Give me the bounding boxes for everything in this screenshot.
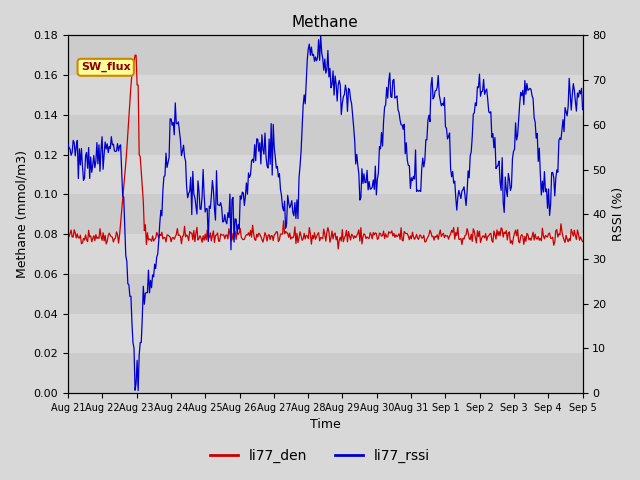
Bar <box>68 353 582 393</box>
Y-axis label: Methane (mmol/m3): Methane (mmol/m3) <box>15 150 28 278</box>
Text: SW_flux: SW_flux <box>81 62 131 72</box>
Bar <box>68 115 582 155</box>
Bar <box>68 194 582 234</box>
Bar <box>68 274 582 313</box>
Title: Methane: Methane <box>292 15 358 30</box>
Legend: li77_den, li77_rssi: li77_den, li77_rssi <box>204 443 436 468</box>
Y-axis label: RSSI (%): RSSI (%) <box>612 187 625 241</box>
X-axis label: Time: Time <box>310 419 340 432</box>
Bar <box>68 36 582 75</box>
